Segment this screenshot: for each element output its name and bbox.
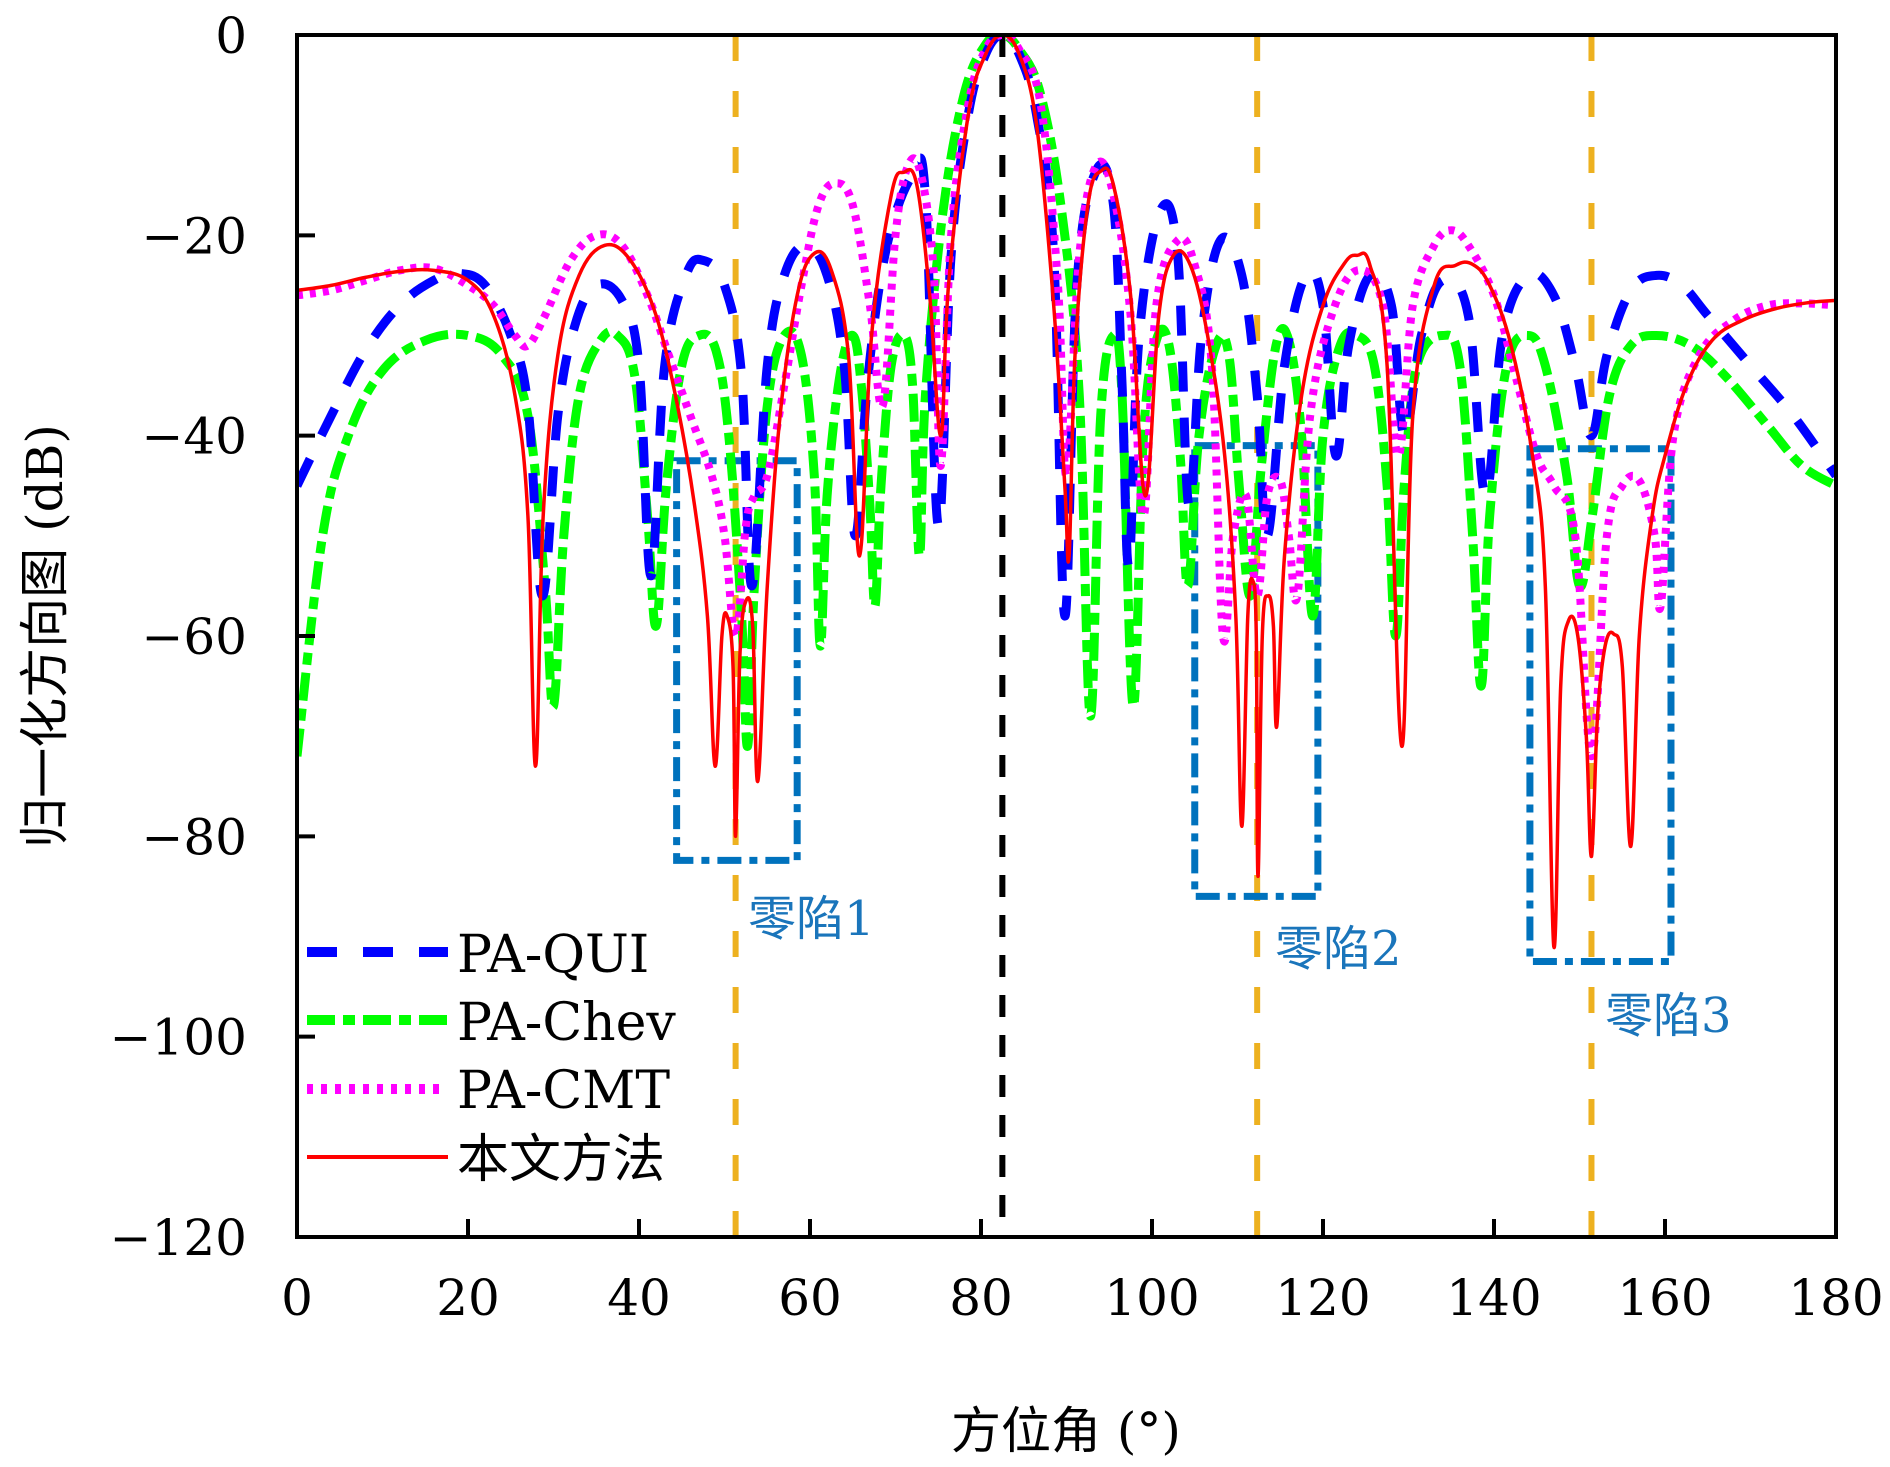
series-line-2: [297, 35, 1836, 757]
y-tick-label: −100: [110, 1009, 247, 1067]
reference-lines: [732, 35, 1595, 1237]
legend-label-pa-cmt: PA-CMT: [457, 1061, 670, 1121]
y-axis: 0 −20 −40 −60 −80 −100 −120: [110, 7, 315, 1267]
x-axis: 0 20 40 60 80 100 120 140 160 180: [281, 1219, 1884, 1327]
x-tick-label: 80: [949, 1269, 1013, 1327]
legend-label-proposed: 本文方法: [457, 1130, 665, 1190]
y-tick-label: 0: [215, 7, 247, 65]
x-tick-label: 20: [436, 1269, 500, 1327]
y-tick-label: −40: [141, 408, 247, 466]
x-tick-label: 140: [1446, 1269, 1541, 1327]
null-box: [673, 457, 801, 864]
null-label-1: 零陷1: [748, 891, 875, 947]
legend: PA-QUI PA-Chev PA-CMT 本文方法: [307, 925, 676, 1190]
x-tick-label: 100: [1104, 1269, 1199, 1327]
y-axis-title: 归一化方向图 (dB): [16, 424, 74, 848]
series-line-1: [297, 35, 1836, 621]
series-line-3: [297, 35, 1836, 761]
x-tick-label: 0: [281, 1269, 313, 1327]
x-tick-label: 40: [607, 1269, 671, 1327]
x-tick-label: 160: [1617, 1269, 1712, 1327]
y-tick-label: −20: [141, 207, 247, 265]
null-label-3: 零陷3: [1605, 988, 1732, 1044]
x-axis-title: 方位角 (°): [951, 1402, 1181, 1460]
null-label-2: 零陷2: [1275, 921, 1402, 977]
y-tick-label: −80: [141, 808, 247, 866]
x-tick-label: 120: [1275, 1269, 1370, 1327]
legend-label-pa-qui: PA-QUI: [457, 925, 649, 985]
series-layer: [297, 35, 1836, 950]
legend-label-pa-chev: PA-Chev: [457, 993, 676, 1053]
x-tick-label: 60: [778, 1269, 842, 1327]
series-line-4: [297, 35, 1836, 950]
y-tick-label: −120: [110, 1209, 247, 1267]
y-tick-label: −60: [141, 608, 247, 666]
x-tick-label: 180: [1788, 1269, 1883, 1327]
